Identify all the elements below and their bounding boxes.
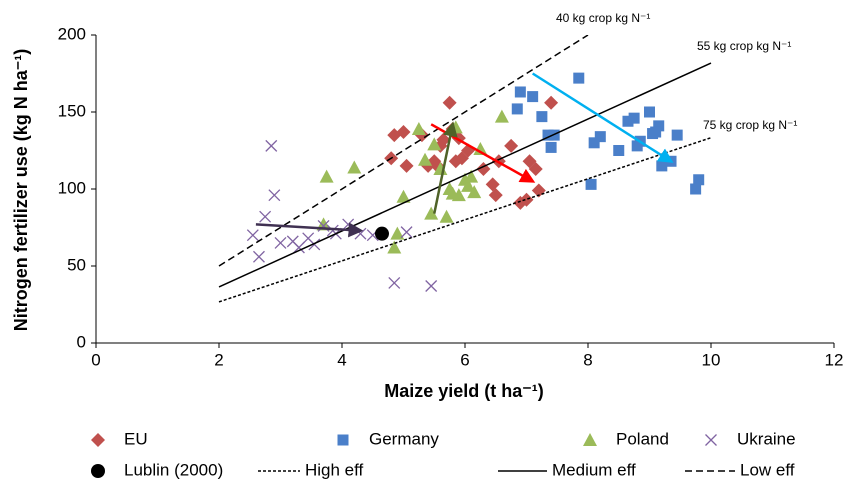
square-marker <box>542 129 554 141</box>
x-tick-label: 8 <box>583 350 592 369</box>
legend-label: Poland <box>616 429 669 448</box>
square-marker <box>622 115 634 127</box>
square-marker <box>573 72 585 84</box>
square-marker <box>650 126 662 138</box>
x-marker <box>425 280 438 292</box>
x-marker <box>274 236 287 249</box>
x-marker <box>259 210 272 223</box>
triangle-marker <box>390 226 405 240</box>
legend-label: Germany <box>369 429 439 448</box>
diamond-marker <box>519 192 534 207</box>
diamond-marker <box>488 188 503 203</box>
trend-arrow <box>531 72 674 163</box>
reference-line <box>218 137 712 303</box>
triangle-marker <box>439 209 454 223</box>
square-marker <box>514 86 526 98</box>
x-tick-label: 12 <box>825 350 844 369</box>
y-tick-label: 150 <box>58 101 86 120</box>
square-marker <box>653 120 665 132</box>
y-tick-label: 100 <box>58 178 86 197</box>
x-marker <box>265 139 278 152</box>
legend-label: Low eff <box>740 460 795 479</box>
y-axis-title: Nitrogen fertilizer use (kg N ha⁻¹) <box>11 49 31 332</box>
reference-line <box>218 62 712 288</box>
legend-label: Lublin (2000) <box>124 460 223 479</box>
x-marker <box>253 250 265 263</box>
x-tick-label: 6 <box>460 350 469 369</box>
y-tick-label: 0 <box>77 332 86 351</box>
trend-arrow <box>255 222 364 238</box>
square-marker <box>613 145 625 156</box>
triangle-marker <box>396 189 411 203</box>
diamond-marker <box>442 95 457 110</box>
x-tick-label: 4 <box>337 350 346 369</box>
diamond-marker <box>91 433 105 447</box>
square-marker <box>628 112 640 124</box>
legend-label: EU <box>124 429 148 448</box>
legend-label: High eff <box>305 460 364 479</box>
triangle-marker <box>464 169 479 183</box>
x-marker <box>246 229 259 242</box>
square-marker <box>511 103 523 115</box>
triangle-marker <box>473 141 488 155</box>
diamond-marker <box>399 158 414 173</box>
diamond-marker <box>504 138 519 153</box>
square-marker <box>690 183 702 195</box>
square-marker <box>671 129 683 141</box>
triangle-marker <box>427 137 442 151</box>
x-tick-label: 2 <box>214 350 223 369</box>
x-marker <box>400 226 413 239</box>
square-marker <box>644 106 655 118</box>
trend-arrow <box>433 121 458 214</box>
triangle-marker <box>467 185 482 199</box>
triangle-marker <box>451 188 466 202</box>
line-annotation: 40 kg crop kg N⁻¹ <box>556 11 650 25</box>
x-marker <box>388 276 401 289</box>
square-marker <box>693 174 705 186</box>
square-marker <box>594 131 606 143</box>
x-marker <box>292 241 305 254</box>
square-marker <box>588 137 600 149</box>
square-marker <box>545 141 557 153</box>
triangle-marker <box>347 160 362 174</box>
square-marker <box>656 160 668 172</box>
square-marker <box>527 91 539 103</box>
reference-line <box>218 35 589 267</box>
y-tick-label: 50 <box>67 255 86 274</box>
square-marker <box>585 178 597 190</box>
y-tick-label: 200 <box>58 24 86 43</box>
line-annotation: 55 kg crop kg N⁻¹ <box>697 39 791 53</box>
triangle-marker <box>319 169 334 183</box>
diamond-marker <box>485 177 500 192</box>
triangle-marker <box>583 433 597 446</box>
diamond-marker <box>544 95 559 110</box>
circle-marker <box>91 464 105 478</box>
line-annotation: 75 kg crop kg N⁻¹ <box>703 118 797 132</box>
triangle-marker <box>494 109 509 123</box>
triangle-marker <box>461 178 476 192</box>
x-tick-label: 10 <box>702 350 721 369</box>
legend-label: Medium eff <box>552 460 636 479</box>
legend-label: Ukraine <box>737 429 796 448</box>
circle-marker <box>374 226 389 241</box>
triangle-marker <box>424 206 439 220</box>
x-marker <box>308 238 321 251</box>
square-marker <box>536 111 548 123</box>
x-marker <box>268 189 281 202</box>
diamond-marker <box>396 125 411 140</box>
x-tick-label: 0 <box>91 350 100 369</box>
square-marker <box>337 434 349 446</box>
x-marker <box>705 434 717 446</box>
triangle-marker <box>387 240 402 254</box>
triangle-marker <box>418 152 433 166</box>
triangle-marker <box>411 121 426 135</box>
x-axis-title: Maize yield (t ha⁻¹) <box>384 381 544 401</box>
